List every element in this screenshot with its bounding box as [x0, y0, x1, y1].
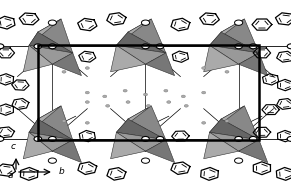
Polygon shape [128, 106, 166, 140]
Polygon shape [116, 132, 166, 151]
Text: a: a [8, 171, 13, 180]
Polygon shape [146, 53, 175, 76]
Polygon shape [210, 132, 259, 151]
Circle shape [146, 105, 150, 107]
Circle shape [85, 122, 89, 124]
Circle shape [85, 101, 89, 103]
Circle shape [249, 44, 257, 49]
Polygon shape [111, 45, 146, 72]
Circle shape [287, 44, 291, 49]
Polygon shape [239, 53, 268, 76]
Polygon shape [29, 45, 73, 64]
Circle shape [48, 158, 56, 163]
Polygon shape [23, 45, 52, 72]
Polygon shape [116, 32, 166, 53]
Circle shape [85, 67, 89, 69]
Circle shape [235, 44, 242, 49]
Circle shape [0, 136, 4, 141]
Circle shape [235, 20, 243, 25]
Text: b: b [58, 167, 64, 177]
Circle shape [167, 101, 171, 103]
Circle shape [164, 89, 168, 92]
Polygon shape [23, 132, 52, 159]
Circle shape [202, 91, 206, 94]
Circle shape [142, 136, 149, 141]
Polygon shape [52, 53, 81, 76]
Circle shape [62, 120, 66, 122]
Polygon shape [38, 19, 73, 53]
Circle shape [184, 105, 188, 107]
Polygon shape [116, 19, 151, 45]
Polygon shape [210, 106, 244, 132]
Polygon shape [111, 132, 146, 159]
Text: c: c [10, 142, 16, 151]
Polygon shape [29, 106, 61, 132]
Circle shape [249, 136, 257, 141]
Polygon shape [128, 19, 166, 53]
Circle shape [49, 44, 56, 49]
Circle shape [156, 44, 164, 49]
Polygon shape [52, 140, 81, 163]
Polygon shape [210, 19, 244, 45]
Polygon shape [38, 106, 73, 140]
Circle shape [143, 93, 148, 96]
Circle shape [85, 91, 89, 94]
Circle shape [49, 136, 56, 141]
Polygon shape [210, 32, 259, 53]
Circle shape [34, 136, 42, 141]
Circle shape [225, 70, 229, 73]
Circle shape [235, 136, 242, 141]
Circle shape [48, 20, 56, 25]
Polygon shape [116, 45, 166, 64]
Circle shape [202, 67, 206, 69]
Polygon shape [29, 119, 73, 140]
Circle shape [126, 101, 130, 103]
Polygon shape [29, 132, 73, 151]
Circle shape [141, 20, 150, 25]
Polygon shape [221, 106, 259, 140]
Polygon shape [210, 45, 259, 64]
Circle shape [287, 136, 291, 141]
Circle shape [123, 89, 127, 92]
Polygon shape [221, 19, 259, 53]
Circle shape [181, 95, 185, 98]
Circle shape [156, 136, 164, 141]
Polygon shape [210, 119, 259, 140]
Polygon shape [116, 106, 151, 132]
Polygon shape [116, 119, 166, 140]
Circle shape [34, 44, 42, 49]
Circle shape [142, 44, 149, 49]
Polygon shape [29, 32, 73, 53]
Circle shape [0, 44, 4, 49]
Circle shape [141, 158, 150, 163]
Polygon shape [146, 140, 175, 163]
Polygon shape [29, 19, 61, 45]
Circle shape [225, 120, 229, 122]
Circle shape [106, 105, 110, 107]
Circle shape [235, 158, 243, 163]
Circle shape [62, 70, 66, 73]
Polygon shape [239, 140, 268, 163]
Polygon shape [204, 132, 239, 159]
Bar [38, 45, 259, 140]
Circle shape [103, 95, 107, 98]
Polygon shape [204, 45, 239, 72]
Circle shape [202, 122, 206, 124]
